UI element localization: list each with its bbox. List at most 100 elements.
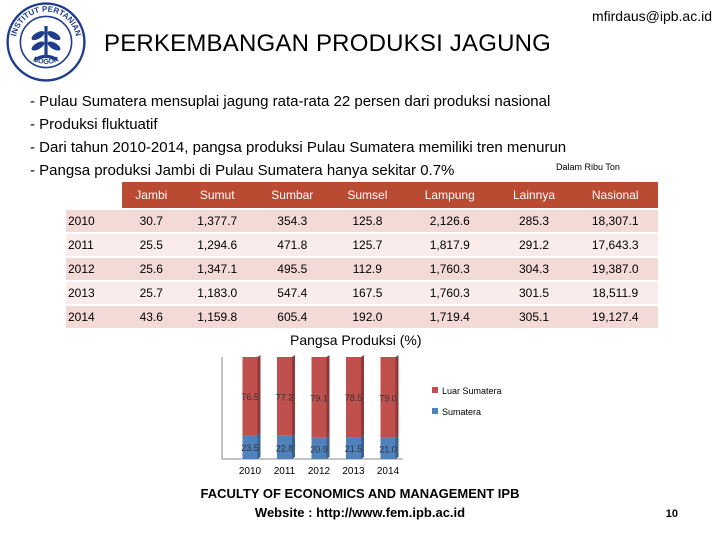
table-row: 2014 43.6 1,159.8 605.4 192.0 1,719.4 305.1 19,… bbox=[66, 306, 658, 328]
bar-side-luar-sumatera bbox=[257, 355, 261, 436]
legend-label-luar-sumatera: Luar Sumatera bbox=[442, 386, 502, 396]
table-header-row: Jambi Sumut Sumbar Sumsel Lampung Lainny… bbox=[66, 182, 658, 208]
data-label-sumatera: 21.5 bbox=[345, 444, 363, 454]
university-logo: INSTITUT PERTANIAN BOGOR bbox=[6, 2, 86, 82]
bar-side-luar-sumatera bbox=[395, 355, 399, 438]
value-cell: 192.0 bbox=[330, 306, 404, 328]
value-cell: 285.3 bbox=[495, 210, 573, 232]
data-label-luar-sumatera: 79.0 bbox=[379, 393, 397, 403]
value-cell: 1,760.3 bbox=[403, 258, 496, 280]
value-cell: 471.8 bbox=[253, 234, 331, 256]
value-cell: 2,126.6 bbox=[403, 210, 496, 232]
production-table: Jambi Sumut Sumbar Sumsel Lampung Lainny… bbox=[66, 180, 658, 330]
data-label-luar-sumatera: 76.5 bbox=[241, 392, 259, 402]
column-header: Sumsel bbox=[330, 182, 404, 208]
bullet-item: - Pulau Sumatera mensuplai jagung rata-r… bbox=[30, 93, 551, 110]
bar-side-luar-sumatera bbox=[361, 355, 364, 438]
value-cell: 301.5 bbox=[495, 282, 573, 304]
value-cell: 305.1 bbox=[495, 306, 573, 328]
value-cell: 167.5 bbox=[330, 282, 404, 304]
bar-side-sumatera bbox=[361, 435, 364, 459]
slide-title: PERKEMBANGAN PRODUKSI JAGUNG bbox=[104, 30, 552, 57]
value-cell: 354.3 bbox=[253, 210, 331, 232]
x-tick-label: 2014 bbox=[377, 466, 400, 477]
bar-sumatera bbox=[346, 437, 361, 459]
table-row: 2013 25.7 1,183.0 547.4 167.5 1,760.3 301.5 18,… bbox=[66, 282, 658, 304]
page-number: 10 bbox=[665, 508, 678, 520]
value-cell: 304.3 bbox=[495, 258, 573, 280]
value-cell: 17,643.3 bbox=[572, 234, 658, 256]
bullet-item: - Pangsa produksi Jambi di Pulau Sumater… bbox=[30, 162, 455, 179]
year-cell: 2012 bbox=[66, 258, 122, 280]
table-row: 2012 25.6 1,347.1 495.5 112.9 1,760.3 304.3 19,… bbox=[66, 258, 658, 280]
bullet-list: - Pulau Sumatera mensuplai jagung rata-r… bbox=[30, 90, 710, 182]
data-label-sumatera: 22.8 bbox=[276, 443, 294, 453]
value-cell: 1,719.4 bbox=[403, 306, 496, 328]
value-cell: 43.6 bbox=[122, 306, 181, 328]
bar-side-sumatera bbox=[326, 435, 330, 459]
x-tick-label: 2012 bbox=[308, 466, 331, 477]
value-cell: 19,127.4 bbox=[572, 306, 658, 328]
year-cell: 2010 bbox=[66, 210, 122, 232]
bar-sumatera bbox=[242, 435, 258, 459]
bar-luar-sumatera bbox=[380, 357, 396, 438]
data-label-luar-sumatera: 78.5 bbox=[345, 393, 363, 403]
value-cell: 112.9 bbox=[330, 258, 404, 280]
value-cell: 125.8 bbox=[330, 210, 404, 232]
value-cell: 605.4 bbox=[253, 306, 331, 328]
share-chart: 23.5 76.5 2010 22.8 77.2 2011 20.9 79.1 2012 21.5… bbox=[221, 355, 502, 477]
value-cell: 19,387.0 bbox=[572, 258, 658, 280]
bar-sumatera bbox=[380, 437, 396, 459]
column-header: Sumut bbox=[180, 182, 254, 208]
value-cell: 25.7 bbox=[122, 282, 181, 304]
bar-sumatera bbox=[277, 435, 292, 459]
legend-swatch-sumatera bbox=[432, 408, 438, 414]
bar-luar-sumatera bbox=[242, 357, 258, 436]
value-cell: 1,159.8 bbox=[180, 306, 254, 328]
logo-ring-text-bottom: BOGOR bbox=[32, 54, 61, 66]
footer-website: Website : http://www.fem.ipb.ac.id bbox=[254, 505, 466, 520]
value-cell: 125.7 bbox=[330, 234, 404, 256]
chart-title: Pangsa Produksi (%) bbox=[290, 332, 422, 348]
table-row: 2011 25.5 1,294.6 471.8 125.7 1,817.9 291.2 17,… bbox=[66, 234, 658, 256]
author-email: mfirdaus@ipb.ac.id bbox=[591, 8, 712, 24]
bar-side-luar-sumatera bbox=[292, 355, 295, 436]
x-tick-label: 2011 bbox=[274, 466, 296, 477]
bar-luar-sumatera bbox=[346, 357, 361, 438]
bar-side-sumatera bbox=[395, 435, 399, 459]
column-header: Lainnya bbox=[495, 182, 573, 208]
footer-faculty: FACULTY OF ECONOMICS AND MANAGEMENT IPB bbox=[200, 486, 520, 501]
year-cell: 2011 bbox=[66, 234, 122, 256]
year-cell: 2013 bbox=[66, 282, 122, 304]
bullet-item: - Dari tahun 2010-2014, pangsa produksi … bbox=[30, 139, 567, 156]
data-label-sumatera: 23.5 bbox=[241, 443, 259, 453]
column-header: Nasional bbox=[572, 182, 658, 208]
value-cell: 30.7 bbox=[122, 210, 181, 232]
column-header: Lampung bbox=[403, 182, 496, 208]
legend-swatch-luar-sumatera bbox=[432, 387, 438, 393]
value-cell: 25.5 bbox=[122, 234, 181, 256]
bar-side-sumatera bbox=[292, 433, 295, 459]
value-cell: 18,511.9 bbox=[572, 282, 658, 304]
data-label-luar-sumatera: 79.1 bbox=[310, 393, 328, 403]
column-header: Jambi bbox=[122, 182, 181, 208]
value-cell: 547.4 bbox=[253, 282, 331, 304]
unit-note: Dalam Ribu Ton bbox=[556, 162, 620, 172]
bullet-item: - Produksi fluktuatif bbox=[30, 116, 158, 133]
table-corner-cell bbox=[66, 182, 122, 208]
x-tick-label: 2010 bbox=[239, 466, 262, 477]
value-cell: 495.5 bbox=[253, 258, 331, 280]
bar-side-sumatera bbox=[257, 433, 261, 459]
value-cell: 1,294.6 bbox=[180, 234, 254, 256]
logo-plant-icon bbox=[31, 26, 61, 62]
legend-label-sumatera: Sumatera bbox=[442, 407, 481, 417]
value-cell: 1,817.9 bbox=[403, 234, 496, 256]
value-cell: 18,307.1 bbox=[572, 210, 658, 232]
data-label-luar-sumatera: 77.2 bbox=[276, 392, 294, 402]
value-cell: 1,347.1 bbox=[180, 258, 254, 280]
value-cell: 1,377.7 bbox=[180, 210, 254, 232]
value-cell: 1,760.3 bbox=[403, 282, 496, 304]
bar-luar-sumatera bbox=[311, 357, 327, 438]
data-label-sumatera: 21.0 bbox=[379, 444, 397, 454]
bar-sumatera bbox=[311, 437, 327, 459]
